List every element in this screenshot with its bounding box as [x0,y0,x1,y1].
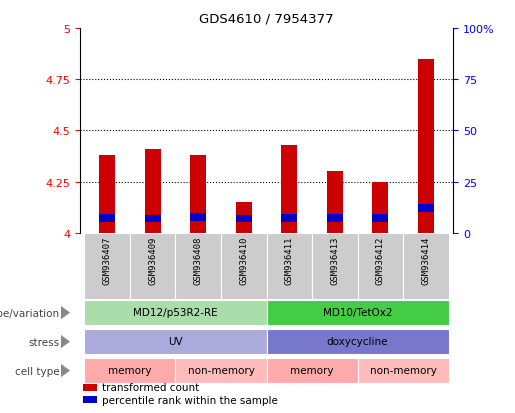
Bar [281,214,297,222]
Bar [221,233,267,299]
Title: GDS4610 / 7954377: GDS4610 / 7954377 [199,12,334,25]
Text: memory: memory [108,365,151,375]
Text: GSM936412: GSM936412 [376,236,385,284]
Bar [83,396,97,403]
Text: MD10/TetOx2: MD10/TetOx2 [323,307,392,317]
Text: GSM936410: GSM936410 [239,236,248,284]
Bar [99,156,115,233]
Text: stress: stress [28,337,59,347]
Text: GSM936414: GSM936414 [421,236,431,284]
Bar [190,156,206,233]
Text: non-memory: non-memory [370,365,437,375]
Bar [84,358,176,383]
Bar [372,214,388,222]
Text: GSM936413: GSM936413 [330,236,339,284]
Bar [84,233,130,299]
Text: doxycycline: doxycycline [327,336,388,346]
Bar [327,172,343,233]
Text: cell type: cell type [14,366,59,376]
Bar [357,358,449,383]
Bar [327,214,343,222]
Text: percentile rank within the sample: percentile rank within the sample [102,395,278,405]
Bar [190,213,206,221]
Text: GSM936408: GSM936408 [194,236,203,284]
Bar [403,233,449,299]
Bar [357,233,403,299]
Bar [145,216,161,222]
Bar [236,216,252,222]
Text: GSM936407: GSM936407 [102,236,112,284]
Bar [267,358,357,383]
Bar [418,59,434,233]
Bar [130,233,176,299]
Bar [176,358,267,383]
Polygon shape [61,335,70,349]
Bar [84,330,267,354]
Bar [418,204,434,213]
Bar [372,182,388,233]
Bar [281,145,297,233]
Text: memory: memory [290,365,334,375]
Bar [236,203,252,233]
Text: genotype/variation: genotype/variation [0,308,59,318]
Text: MD12/p53R2-RE: MD12/p53R2-RE [133,307,218,317]
Bar [83,384,97,391]
Text: non-memory: non-memory [187,365,254,375]
Bar [312,233,357,299]
Bar [267,330,449,354]
Text: GSM936411: GSM936411 [285,236,294,284]
Text: GSM936409: GSM936409 [148,236,157,284]
Polygon shape [61,306,70,320]
Polygon shape [61,364,70,377]
Text: UV: UV [168,336,183,346]
Bar [145,150,161,233]
Bar [84,301,267,325]
Bar [267,233,312,299]
Bar [267,301,449,325]
Bar [176,233,221,299]
Text: transformed count: transformed count [102,382,199,392]
Bar [99,214,115,222]
